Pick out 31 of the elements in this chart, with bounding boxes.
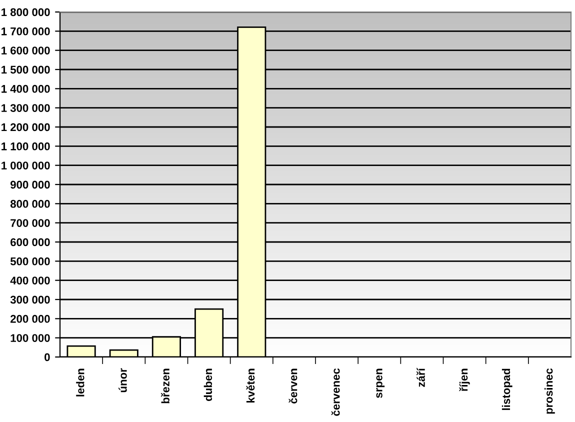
y-tick-label: 700 000 [10, 219, 50, 227]
x-tick-label: prosinec [544, 368, 555, 414]
y-tick-label: 100 000 [10, 334, 50, 342]
x-tick-label: srpen [376, 368, 385, 398]
x-tick-label: říjen [459, 368, 470, 392]
y-tick-label: 800 000 [10, 200, 50, 208]
y-tick-label: 1 300 000 [2, 104, 50, 112]
y-tick-label: 1 700 000 [2, 27, 50, 36]
x-tick-label: září [416, 368, 425, 387]
x-tick-label: březen [161, 368, 170, 404]
y-tick-label: 600 000 [10, 238, 50, 246]
y-tick-label: 300 000 [10, 296, 50, 304]
y-tick-label: 900 000 [10, 180, 50, 189]
x-tick-label: červen [288, 368, 298, 404]
x-tick-label: leden [76, 368, 84, 396]
x-tick-label: únor [118, 368, 127, 392]
x-tick-label: listopad [502, 368, 512, 410]
x-tick-label: květen [246, 368, 255, 403]
y-tick-label: 0 [44, 353, 50, 362]
y-tick-label: 200 000 [10, 314, 50, 323]
y-tick-label: 500 000 [10, 257, 50, 266]
y-tick-label: 1 400 000 [2, 84, 50, 93]
y-tick-label: 1 100 000 [2, 142, 50, 150]
y-tick-label: 400 000 [10, 276, 50, 284]
x-tick-label: duben [204, 368, 212, 401]
y-tick-label: 1 500 000 [2, 66, 50, 74]
y-tick-label: 1 600 000 [2, 46, 50, 54]
y-tick-label: 1 200 000 [2, 123, 50, 132]
y-tick-label: 1 000 000 [2, 162, 50, 170]
y-tick-label: 1 800 000 [2, 8, 50, 16]
x-tick-label: červenec [331, 368, 340, 416]
